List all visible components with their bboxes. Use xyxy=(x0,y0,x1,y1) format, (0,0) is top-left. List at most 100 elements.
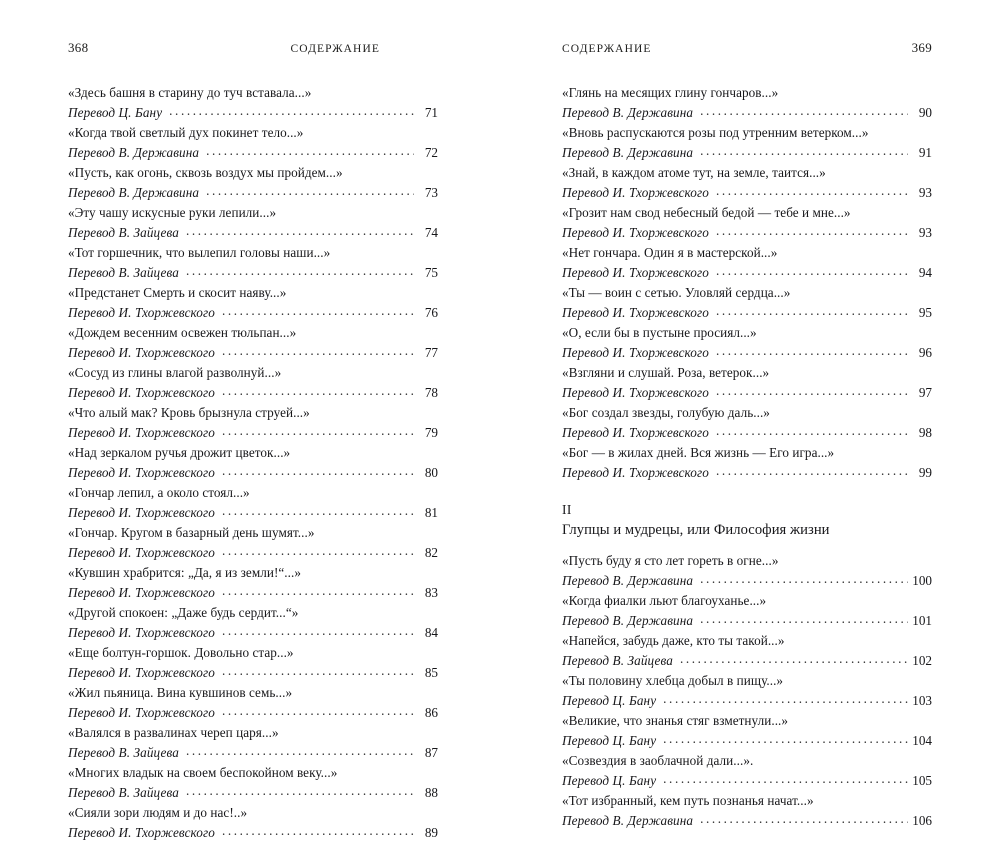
toc-entry-page-number: 71 xyxy=(424,105,438,120)
dot-leader xyxy=(222,541,414,561)
toc-entry[interactable]: «Взгляни и слушай. Роза, ветерок...» Пере… xyxy=(562,363,932,403)
toc-entry-title: «Глянь на месящих глину гончаров...» xyxy=(562,85,779,100)
toc-entry-translator: Перевод И. Тхоржевского xyxy=(562,385,709,400)
toc-entry-page-number: 81 xyxy=(424,505,438,520)
toc-entry-page-number: 85 xyxy=(424,665,438,680)
toc-entry-page-number: 87 xyxy=(424,745,438,760)
dot-leader xyxy=(222,461,414,481)
dot-leader xyxy=(700,569,908,589)
toc-entry-page-number: 95 xyxy=(918,305,932,320)
dot-leader xyxy=(716,461,908,481)
toc-entry[interactable]: «Ты — воин с сетью. Уловляй сердца...» Пе… xyxy=(562,283,932,323)
toc-entry-translator: Перевод Ц. Бану xyxy=(68,105,163,120)
toc-entry[interactable]: «Валялся в развалинах череп царя...» Пере… xyxy=(68,723,438,763)
toc-entry-line: Перевод И. Тхоржевского 99 xyxy=(562,463,932,483)
toc-entry-title: «Грозит нам свод небесный бедой — тебе и… xyxy=(562,205,851,220)
toc-entry[interactable]: «Пусть буду я сто лет гореть в огне...» П… xyxy=(562,551,932,591)
toc-entry-line: Перевод Ц. Бану 103 xyxy=(562,691,932,711)
toc-entry[interactable]: «Здесь башня в старину до туч вставала..… xyxy=(68,83,438,123)
toc-entry-page-number: 96 xyxy=(918,345,932,360)
toc-entry[interactable]: «Вновь распускаются розы под утренним ве… xyxy=(562,123,932,163)
toc-entry-title: «Над зеркалом ручья дрожит цветок...» xyxy=(68,445,291,460)
toc-entry-page-number: 97 xyxy=(918,385,932,400)
toc-entry-translator: Перевод И. Тхоржевского xyxy=(68,465,215,480)
toc-entry[interactable]: «Тот горшечник, что вылепил головы наши.… xyxy=(68,243,438,283)
toc-entry[interactable]: «Сияли зори людям и до нас!..» Перевод И.… xyxy=(68,803,438,843)
toc-entry[interactable]: «Гончар лепил, а около стоял...» Перевод … xyxy=(68,483,438,523)
toc-entry[interactable]: «Ты половину хлебца добыл в пищу...» Пере… xyxy=(562,671,932,711)
dot-leader xyxy=(186,261,414,281)
toc-entry-line: Перевод И. Тхоржевского 98 xyxy=(562,423,932,443)
toc-entry-line: Перевод И. Тхоржевского 80 xyxy=(68,463,438,483)
toc-entry[interactable]: «Гончар. Кругом в базарный день шумят...… xyxy=(68,523,438,563)
toc-entry-line: Перевод И. Тхоржевского 97 xyxy=(562,383,932,403)
toc-entry-line: Перевод В. Державина 90 xyxy=(562,103,932,123)
toc-entry[interactable]: «Эту чашу искусные руки лепили...» Перево… xyxy=(68,203,438,243)
toc-entry[interactable]: «Сосуд из глины влагой разволнуй...» Пере… xyxy=(68,363,438,403)
toc-entry-title: «Жил пьяница. Вина кувшинов семь...» xyxy=(68,685,293,700)
dot-leader xyxy=(222,661,414,681)
toc-entry-translator: Перевод И. Тхоржевского xyxy=(68,585,215,600)
toc-entry-translator: Перевод В. Зайцева xyxy=(68,745,179,760)
dot-leader xyxy=(716,221,908,241)
toc-section-name: Глупцы и мудрецы, или Философия жизни xyxy=(562,522,830,538)
toc-entry-title: «Великие, что знанья стяг взметнули...» xyxy=(562,713,789,728)
dot-leader xyxy=(222,381,414,401)
toc-entry[interactable]: «Тот избранный, кем путь познанья начат.… xyxy=(562,791,932,831)
toc-entry[interactable]: «Глянь на месящих глину гончаров...» Пере… xyxy=(562,83,932,123)
toc-entry[interactable]: «Знай, в каждом атоме тут, на земле, таи… xyxy=(562,163,932,203)
toc-entry[interactable]: «Над зеркалом ручья дрожит цветок...» Пер… xyxy=(68,443,438,483)
toc-entry-translator: Перевод В. Державина xyxy=(562,573,694,588)
toc-entry[interactable]: «Жил пьяница. Вина кувшинов семь...» Пере… xyxy=(68,683,438,723)
toc-entry[interactable]: «Грозит нам свод небесный бедой — тебе и… xyxy=(562,203,932,243)
dot-leader xyxy=(716,261,908,281)
toc-entry-line: Перевод В. Зайцева 75 xyxy=(68,263,438,283)
toc-entry-page-number: 72 xyxy=(424,145,438,160)
toc-entry[interactable]: «Многих владык на своем беспокойном веку… xyxy=(68,763,438,803)
toc-entry[interactable]: «Кувшин храбрится: „Да, я из земли!“...»… xyxy=(68,563,438,603)
toc-entry[interactable]: «Что алый мак? Кровь брызнула струей...»… xyxy=(68,403,438,443)
toc-entry-translator: Перевод И. Тхоржевского xyxy=(562,345,709,360)
running-head-left: 368 СОДЕРЖАНИЕ xyxy=(68,40,438,66)
toc-entry-page-number: 88 xyxy=(424,785,438,800)
toc-entry[interactable]: «Предстанет Смерть и скосит наяву...» Пер… xyxy=(68,283,438,323)
toc-entry[interactable]: «Дождем весенним освежен тюльпан...» Пере… xyxy=(68,323,438,363)
toc-entry-title: «Напейся, забудь даже, кто ты такой...» xyxy=(562,633,785,648)
dot-leader xyxy=(663,729,908,749)
toc-entry[interactable]: «Еще болтун-горшок. Довольно стар...» Пер… xyxy=(68,643,438,683)
toc-entry-title: «Когда фиалки льют благоуханье...» xyxy=(562,593,767,608)
toc-entry[interactable]: «Напейся, забудь даже, кто ты такой...» П… xyxy=(562,631,932,671)
toc-entry-line: Перевод И. Тхоржевского 86 xyxy=(68,703,438,723)
toc-entry-title: «Вновь распускаются розы под утренним ве… xyxy=(562,125,869,140)
toc-entry-translator: Перевод В. Державина xyxy=(562,613,694,628)
toc-entry-title: «Пусть, как огонь, сквозь воздух мы прой… xyxy=(68,165,343,180)
toc-entry[interactable]: «Нет гончара. Один я в мастерской...» Пер… xyxy=(562,243,932,283)
toc-entry[interactable]: «Когда фиалки льют благоуханье...» Перево… xyxy=(562,591,932,631)
dot-leader xyxy=(700,609,908,629)
toc-entry-translator: Перевод И. Тхоржевского xyxy=(68,625,215,640)
toc-entry-page-number: 75 xyxy=(424,265,438,280)
toc-entry-title: «Тот горшечник, что вылепил головы наши.… xyxy=(68,245,331,260)
toc-entry-page-number: 102 xyxy=(912,653,932,668)
toc-entry[interactable]: «Когда твой светлый дух покинет тело...»… xyxy=(68,123,438,163)
toc-entry-page-number: 84 xyxy=(424,625,438,640)
toc-entry[interactable]: «О, если бы в пустыне просиял...» Перевод… xyxy=(562,323,932,363)
toc-entry-title: «Пусть буду я сто лет гореть в огне...» xyxy=(562,553,779,568)
dot-leader xyxy=(700,141,908,161)
toc-entry-title: «Здесь башня в старину до туч вставала..… xyxy=(68,85,312,100)
dot-leader xyxy=(700,809,908,829)
toc-entry[interactable]: «Бог создал звезды, голубую даль...» Пере… xyxy=(562,403,932,443)
dot-leader xyxy=(663,689,908,709)
dot-leader xyxy=(680,649,908,669)
toc-entry[interactable]: «Великие, что знанья стяг взметнули...» П… xyxy=(562,711,932,751)
toc-entry[interactable]: «Бог — в жилах дней. Вся жизнь — Его игр… xyxy=(562,443,932,483)
toc-entry-title: «Гончар лепил, а около стоял...» xyxy=(68,485,250,500)
toc-entry-title: «Бог — в жилах дней. Вся жизнь — Его игр… xyxy=(562,445,835,460)
toc-entry-page-number: 106 xyxy=(912,813,932,828)
toc-entry[interactable]: «Пусть, как огонь, сквозь воздух мы прой… xyxy=(68,163,438,203)
toc-entry-title: «Еще болтун-горшок. Довольно стар...» xyxy=(68,645,294,660)
toc-entry-page-number: 91 xyxy=(918,145,932,160)
toc-entry-title: «Ты половину хлебца добыл в пищу...» xyxy=(562,673,784,688)
toc-entry[interactable]: «Созвездия в заоблачной дали...». Перевод… xyxy=(562,751,932,791)
toc-entry[interactable]: «Другой спокоен: „Даже будь сердит...“» П… xyxy=(68,603,438,643)
